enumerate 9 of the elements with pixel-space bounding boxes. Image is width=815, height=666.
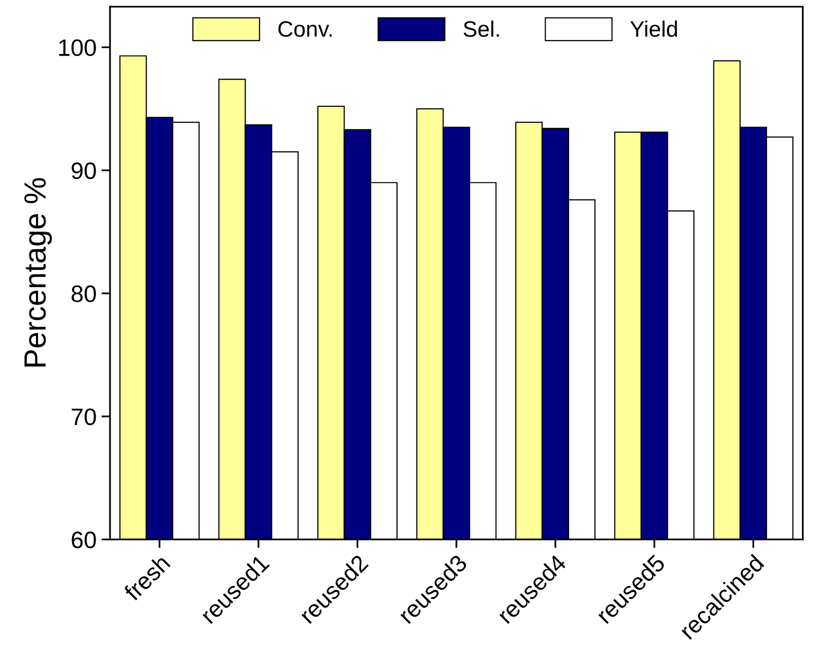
legend-label: Sel. xyxy=(464,20,499,37)
y-tick-label: 100 xyxy=(59,39,96,56)
legend-label: Yield xyxy=(630,20,677,37)
legend-label: Conv. xyxy=(278,21,332,37)
y-axis-title: Percentage % xyxy=(24,178,52,367)
y-tick-label: 80 xyxy=(72,285,96,302)
y-tick-label: 70 xyxy=(72,408,96,426)
y-tick-label: 60 xyxy=(72,532,96,548)
y-tick-label: 90 xyxy=(72,162,96,180)
